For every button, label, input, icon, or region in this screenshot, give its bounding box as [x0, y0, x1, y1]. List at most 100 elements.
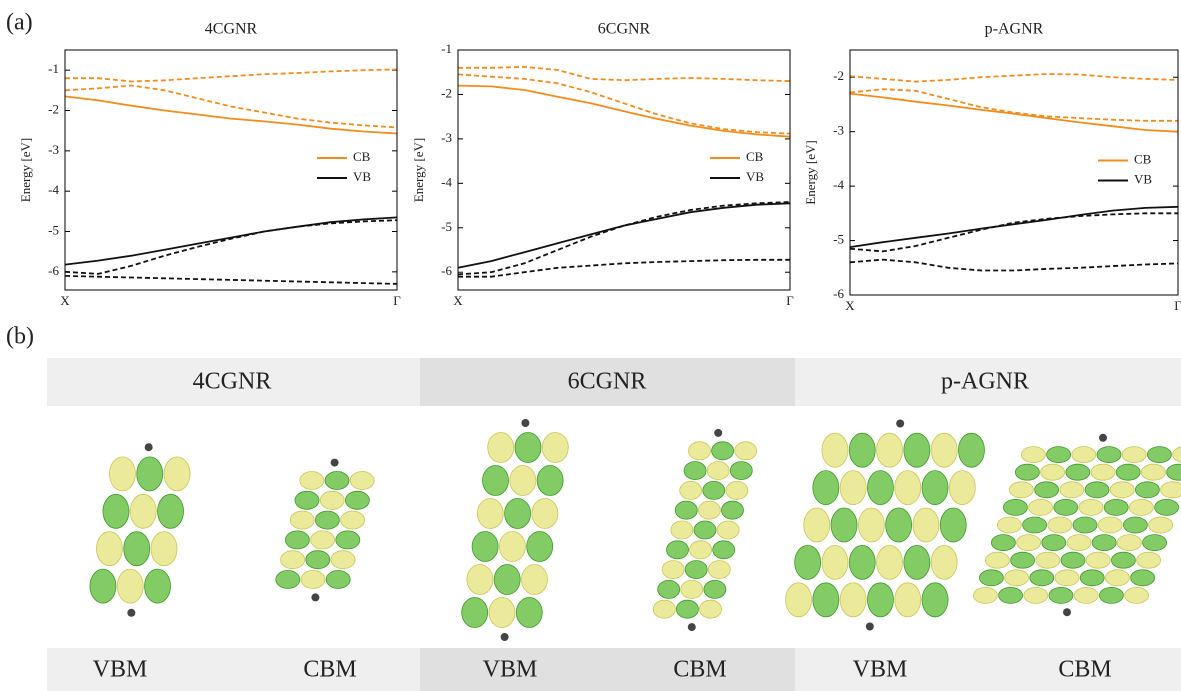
- orbital-lobe: [708, 561, 730, 579]
- orbital-lobe: [1143, 535, 1167, 551]
- band-line: [850, 94, 1178, 132]
- orbital-lobe: [1036, 552, 1060, 568]
- orbital-lobe: [997, 517, 1021, 533]
- orbital-lobe: [700, 600, 722, 618]
- orbital-lobe: [1035, 482, 1059, 498]
- atom: [714, 429, 722, 437]
- chart-title: p-AGNR: [985, 21, 1044, 38]
- orbital-lobe: [1117, 535, 1141, 551]
- orbital-lobe: [1074, 587, 1098, 603]
- orbital-lobe: [904, 545, 930, 579]
- orbital-lobe: [991, 535, 1015, 551]
- y-tick-label: -1: [441, 41, 452, 56]
- orbital-lobe: [522, 565, 548, 595]
- orbital-lobe: [494, 565, 520, 595]
- atom: [331, 459, 339, 467]
- orbital-lobe: [1047, 447, 1071, 463]
- orbital-lobe: [813, 583, 839, 617]
- orbital-lobe: [671, 521, 693, 539]
- chart-title: 4CGNR: [205, 21, 258, 38]
- legend-label: VB: [1134, 171, 1152, 186]
- orbital-lobe: [515, 433, 541, 463]
- y-tick-label: -4: [48, 182, 59, 197]
- orbital-lobe: [1173, 447, 1181, 463]
- orbital-lobe: [1085, 482, 1109, 498]
- orbital-lobe: [1167, 464, 1181, 480]
- atom: [896, 420, 904, 428]
- band-line: [850, 260, 1178, 271]
- atom: [311, 593, 319, 601]
- orbital-lobe: [124, 532, 150, 566]
- y-tick-label: -2: [833, 68, 844, 83]
- orbital-lobe: [285, 531, 309, 549]
- band-line: [65, 86, 397, 128]
- orbital-lobe: [658, 580, 680, 598]
- orbital-lobe: [1147, 447, 1171, 463]
- orbital-lobe: [1023, 517, 1047, 533]
- band-line: [458, 203, 790, 267]
- y-tick-label: -3: [48, 142, 59, 157]
- state-label: VBM: [483, 657, 538, 683]
- orbital-lobe: [667, 541, 689, 559]
- orbital-lobe: [867, 583, 893, 617]
- orbital-lobe: [717, 521, 739, 539]
- orbital-lobe: [527, 532, 553, 562]
- orbital-lobe: [985, 552, 1009, 568]
- orbital-lobe: [979, 570, 1003, 586]
- band-line: [458, 74, 790, 133]
- orbital-lobe: [849, 433, 875, 467]
- orbital-lobe: [483, 466, 509, 496]
- orbital-lobe: [325, 472, 349, 490]
- atom: [1063, 608, 1071, 616]
- y-tick-label: -4: [833, 177, 844, 192]
- orbital-lobe: [331, 551, 355, 569]
- band-line: [65, 220, 397, 274]
- orbital-images: [90, 419, 1181, 641]
- orbital-lobe: [713, 541, 735, 559]
- orbital-lobe: [675, 501, 697, 519]
- orbital-lobe: [1110, 482, 1134, 498]
- y-tick-label: -6: [833, 286, 844, 301]
- orbital-lobe: [1048, 517, 1072, 533]
- orbital-lobe: [542, 433, 568, 463]
- orbital-lobe: [1003, 499, 1027, 515]
- orbital-lobe: [306, 551, 330, 569]
- state-label: CBM: [1058, 657, 1111, 683]
- atom: [688, 623, 696, 631]
- atom: [1099, 434, 1107, 442]
- orbital-lobe: [877, 433, 903, 467]
- band-line: [850, 207, 1178, 247]
- orbital-lobe: [726, 481, 748, 499]
- orbital-lobe: [913, 508, 939, 542]
- orbital-lobe: [1061, 552, 1085, 568]
- orbital-lobe: [90, 569, 116, 603]
- orbital-lobe: [822, 545, 848, 579]
- orbital-lobe: [1055, 570, 1079, 586]
- orbital-lobe: [958, 433, 984, 467]
- band-line: [850, 89, 1178, 121]
- orbital-lobe: [685, 561, 707, 579]
- atom: [127, 609, 135, 617]
- orbital-lobe: [1105, 570, 1129, 586]
- orbital-lobe: [831, 508, 857, 542]
- orbital-lobe: [276, 571, 300, 589]
- orbital-lobe: [505, 499, 531, 529]
- orbital-lobe: [336, 531, 360, 549]
- orbital-lobe: [922, 583, 948, 617]
- orbital-lobe: [707, 462, 729, 480]
- orbital-lobe: [1161, 482, 1181, 498]
- orbital-lobe: [117, 569, 143, 603]
- orbital-lobe: [164, 457, 190, 491]
- orbital-lobe: [320, 491, 344, 509]
- band-line: [65, 69, 397, 81]
- y-tick-label: -1: [48, 61, 59, 76]
- orbital-lobe: [895, 583, 921, 617]
- orbital-lobe: [130, 494, 156, 528]
- state-label: VBM: [853, 657, 908, 683]
- atom: [501, 633, 509, 641]
- orbital-lobe: [1091, 464, 1115, 480]
- orbital-lobe: [1125, 587, 1149, 603]
- orbital-lobe: [1041, 464, 1065, 480]
- atom: [866, 623, 874, 631]
- orbital-lobe: [345, 491, 369, 509]
